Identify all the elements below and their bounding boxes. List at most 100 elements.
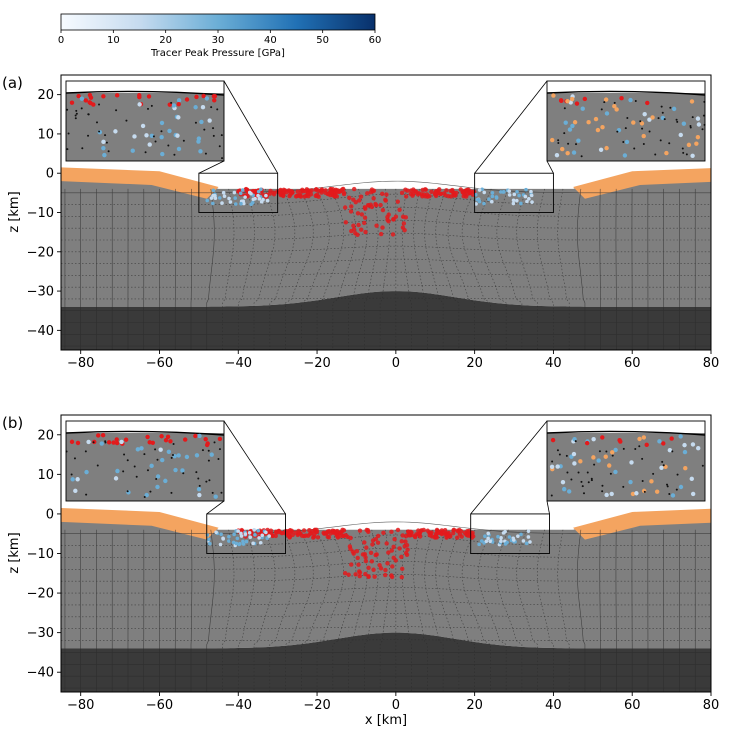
inset-grid-dot (170, 456, 173, 459)
inset-tracer (76, 93, 81, 99)
inset-grid-dot (123, 453, 126, 456)
melt-tracer (309, 188, 314, 193)
inset-grid-dot (586, 471, 589, 474)
melt-tracer (295, 189, 300, 194)
inset-tracer (566, 489, 572, 494)
inset-tracer (603, 454, 608, 459)
inset-grid-dot (609, 472, 612, 475)
zoom-box-left (206, 513, 286, 554)
melt-tracer (400, 566, 405, 572)
inset-grid-dot (150, 104, 153, 107)
melt-tracer (423, 187, 428, 192)
inset-grid-dot (133, 465, 136, 468)
inset-tracer (155, 474, 161, 479)
inset-tracer (197, 492, 202, 498)
inset-grid-dot (675, 118, 678, 121)
inset-grid-dot (104, 134, 107, 137)
inset-grid-dot (75, 112, 78, 115)
inset-grid-dot (613, 101, 616, 104)
grid-column-line (379, 529, 390, 692)
melt-tracer (349, 204, 354, 209)
pressure-tracer (205, 198, 210, 203)
inset-tracer (576, 138, 581, 143)
inset-tracer (86, 439, 91, 445)
inset-tracer (647, 117, 652, 122)
pressure-tracer (259, 200, 264, 204)
melt-tracer (395, 527, 401, 533)
inset-grid-dot (170, 101, 173, 104)
inset-grid-dot (74, 117, 77, 120)
inset-grid-dot (85, 493, 88, 496)
inset-tracer (217, 436, 223, 442)
inset-tracer (695, 116, 701, 121)
inset-grid-dot (182, 472, 185, 475)
inset-tracer (642, 111, 647, 117)
melt-tracer (362, 540, 367, 545)
inset-tracer (176, 146, 182, 152)
inset-tracer (176, 453, 181, 458)
inset-grid-dot (80, 107, 83, 110)
melt-tracer (445, 533, 450, 539)
inset-tracer (659, 465, 664, 470)
pressure-tracer (505, 540, 509, 545)
zoom-connector (546, 500, 550, 515)
grid-column-line (401, 529, 412, 692)
melt-tracer (345, 534, 350, 540)
y-tick-label: 10 (37, 468, 54, 483)
inset-tracer (203, 436, 208, 442)
inset-tracer (582, 96, 588, 102)
x-tick-label: −20 (303, 356, 330, 371)
pressure-tracer (527, 196, 531, 201)
x-tick-label: 0 (392, 356, 400, 371)
melt-tracer (288, 529, 294, 534)
inset-tracer (686, 142, 692, 148)
inset-tracer (678, 434, 683, 439)
inset-grid-dot (582, 492, 585, 495)
y-tick-label: 20 (37, 88, 54, 103)
melt-tracer (356, 562, 361, 567)
panel-b-letter: (b) (2, 414, 23, 432)
inset-grid-dot (218, 448, 221, 451)
pressure-tracer (479, 539, 484, 543)
grid-column-line (496, 529, 523, 692)
inset-tracer (106, 440, 112, 445)
inset-tracer (137, 102, 142, 107)
inset-tracer (604, 492, 609, 498)
pressure-tracer (524, 541, 529, 546)
melt-tracer (273, 533, 278, 539)
melt-tracer (364, 545, 369, 550)
pressure-tracer (238, 542, 242, 546)
inset-frame (65, 420, 225, 502)
inset-tracer (630, 491, 636, 497)
inset-tracer (612, 103, 617, 109)
pressure-tracer (227, 196, 231, 201)
inset-tracer (69, 100, 75, 105)
inset-tracer (75, 440, 81, 446)
pressure-tracer (213, 196, 218, 201)
pressure-tracer (247, 530, 252, 535)
inset-tracer (617, 437, 622, 443)
inset-tracer (551, 93, 556, 98)
inset-grid-dot (170, 491, 173, 494)
panel-a: (a) −80 −60 −40 −20 0 20 40 60 80 20 10 0 −10 −20 −30 −… (2, 74, 719, 371)
inset-tracer (690, 442, 696, 447)
melt-tracer (359, 227, 364, 232)
grid-column-line (285, 529, 314, 692)
melt-tracer (424, 192, 430, 197)
melt-tracer (402, 544, 407, 549)
inset-grid-dot (66, 148, 69, 151)
inset-grid-dot (171, 454, 174, 457)
grid-column-line (174, 188, 177, 350)
grid-column-line (461, 529, 491, 692)
inset-tracer (661, 441, 666, 446)
grid-column-line (190, 188, 193, 350)
pressure-tracer (512, 192, 517, 197)
melt-tracer (376, 533, 381, 539)
melt-tracer (429, 189, 434, 194)
inset-grid-dot (147, 107, 150, 110)
zoom-connector (223, 420, 286, 515)
colorbar-tick-label: 40 (264, 35, 277, 46)
grid-column-line (447, 188, 475, 350)
inset-grid-dot (105, 141, 108, 144)
